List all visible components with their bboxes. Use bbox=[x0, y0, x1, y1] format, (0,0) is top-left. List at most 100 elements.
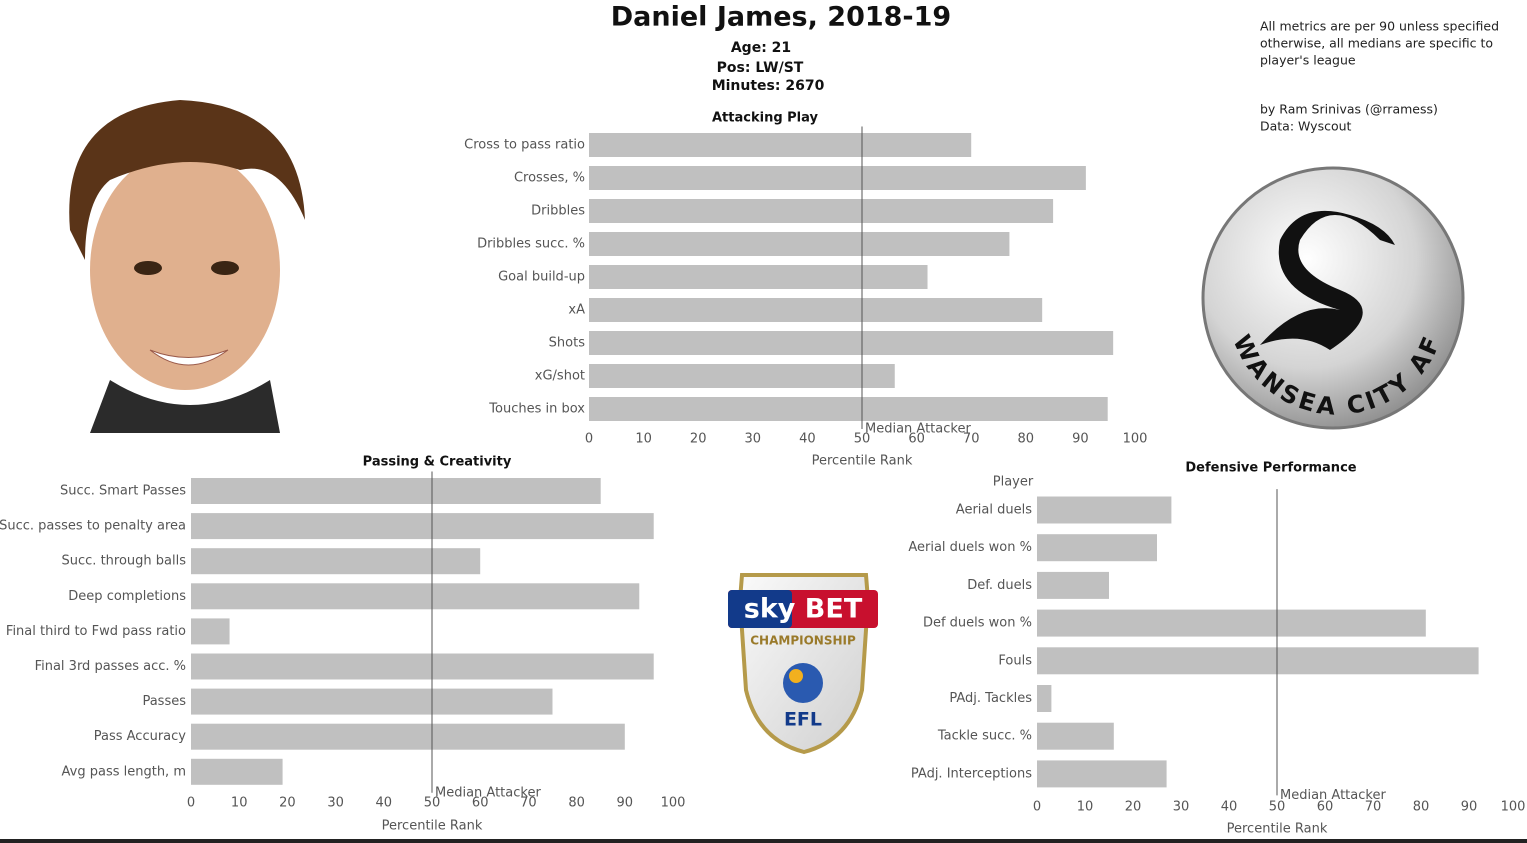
chart-title: Passing & Creativity bbox=[363, 455, 512, 470]
x-tick-label: 100 bbox=[1123, 432, 1148, 447]
x-tick-label: 100 bbox=[1501, 800, 1526, 815]
bar bbox=[191, 758, 283, 785]
x-tick-label: 40 bbox=[1221, 800, 1238, 815]
note-line: otherwise, all medians are specific to bbox=[1260, 36, 1493, 51]
x-tick-label: 70 bbox=[520, 796, 537, 811]
bar bbox=[191, 548, 481, 575]
player-age: Age: 21 bbox=[731, 40, 791, 56]
x-tick-label: 50 bbox=[854, 432, 871, 447]
category-label: Goal build-up bbox=[498, 270, 585, 285]
category-label: Dribbles succ. % bbox=[477, 237, 585, 252]
x-tick-label: 30 bbox=[745, 432, 762, 447]
x-tick-label: 70 bbox=[1365, 800, 1382, 815]
bar bbox=[1037, 571, 1109, 599]
x-tick-label: 0 bbox=[1033, 800, 1041, 815]
category-label: Cross to pass ratio bbox=[464, 138, 585, 153]
category-label: Aerial duels bbox=[956, 503, 1032, 518]
category-label: Dribbles bbox=[531, 204, 585, 219]
category-label: Aerial duels won % bbox=[908, 540, 1032, 555]
category-label: Fouls bbox=[998, 653, 1032, 668]
category-label: Def duels won % bbox=[923, 616, 1032, 631]
category-label: Pass Accuracy bbox=[94, 729, 187, 744]
chart-title: Defensive Performance bbox=[1185, 461, 1356, 476]
bottom-border bbox=[0, 839, 1527, 843]
median-label: Median Attacker bbox=[1280, 788, 1386, 803]
x-tick-label: 90 bbox=[1072, 432, 1089, 447]
bar bbox=[589, 199, 1054, 223]
league-badge-text: sky BET bbox=[744, 594, 863, 625]
x-tick-label: 80 bbox=[568, 796, 585, 811]
x-tick-label: 10 bbox=[635, 432, 652, 447]
chart-title: Attacking Play bbox=[712, 111, 819, 126]
bar bbox=[1037, 609, 1426, 637]
data-source: Data: Wyscout bbox=[1260, 119, 1352, 134]
category-label: Succ. through balls bbox=[62, 554, 187, 569]
player-minutes: Minutes: 2670 bbox=[712, 78, 825, 94]
x-axis-label: Percentile Rank bbox=[382, 819, 483, 834]
bar bbox=[589, 298, 1043, 322]
player-photo bbox=[69, 100, 305, 433]
note-line: player's league bbox=[1260, 53, 1356, 68]
category-label: xA bbox=[568, 303, 585, 318]
category-label: Final 3rd passes acc. % bbox=[35, 659, 186, 674]
x-tick-label: 40 bbox=[799, 432, 816, 447]
median-label: Median Attacker bbox=[435, 785, 541, 800]
bar bbox=[191, 688, 553, 715]
x-tick-label: 80 bbox=[1413, 800, 1430, 815]
x-tick-label: 20 bbox=[279, 796, 296, 811]
category-label: Succ. passes to penalty area bbox=[0, 519, 186, 534]
bar bbox=[589, 133, 972, 157]
bar bbox=[191, 478, 601, 504]
x-axis-label: Percentile Rank bbox=[1227, 822, 1328, 837]
x-tick-label: 60 bbox=[908, 432, 925, 447]
bar bbox=[1037, 534, 1157, 562]
x-tick-label: 60 bbox=[472, 796, 489, 811]
bar bbox=[589, 265, 928, 289]
x-tick-label: 50 bbox=[1269, 800, 1286, 815]
x-tick-label: 100 bbox=[661, 796, 686, 811]
category-label: xG/shot bbox=[535, 369, 585, 384]
category-label: Final third to Fwd pass ratio bbox=[6, 624, 186, 639]
category-label: Shots bbox=[549, 336, 586, 351]
league-badge: sky BET CHAMPIONSHIP EFL bbox=[728, 573, 878, 755]
bar bbox=[1037, 760, 1167, 788]
bar bbox=[589, 166, 1086, 190]
credit: by Ram Srinivas (@rramess) bbox=[1260, 102, 1438, 117]
legend-label: Player bbox=[993, 475, 1034, 490]
category-label: PAdj. Interceptions bbox=[911, 766, 1032, 781]
bar bbox=[589, 397, 1108, 421]
x-tick-label: 20 bbox=[690, 432, 707, 447]
category-label: PAdj. Tackles bbox=[949, 691, 1032, 706]
x-tick-label: 70 bbox=[963, 432, 980, 447]
category-label: Passes bbox=[142, 694, 186, 709]
bar bbox=[1037, 496, 1172, 524]
note-line: All metrics are per 90 unless specified bbox=[1260, 19, 1499, 34]
league-badge-text: CHAMPIONSHIP bbox=[750, 634, 856, 648]
x-tick-label: 30 bbox=[1173, 800, 1190, 815]
bar bbox=[589, 331, 1114, 355]
x-tick-label: 50 bbox=[424, 796, 441, 811]
bar bbox=[1037, 722, 1114, 750]
bar bbox=[589, 364, 895, 388]
x-tick-label: 30 bbox=[327, 796, 344, 811]
x-tick-label: 80 bbox=[1018, 432, 1035, 447]
category-label: Avg pass length, m bbox=[62, 764, 186, 779]
x-tick-label: 90 bbox=[1461, 800, 1478, 815]
category-label: Succ. Smart Passes bbox=[60, 484, 186, 499]
bar bbox=[191, 513, 654, 540]
player-position: Pos: LW/ST bbox=[717, 60, 804, 76]
x-tick-label: 90 bbox=[617, 796, 634, 811]
bar bbox=[1037, 647, 1479, 675]
median-label: Median Attacker bbox=[865, 422, 971, 437]
x-tick-label: 0 bbox=[585, 432, 593, 447]
category-label: Crosses, % bbox=[514, 171, 585, 186]
category-label: Deep completions bbox=[68, 589, 186, 604]
league-badge-text: EFL bbox=[784, 709, 822, 731]
x-tick-label: 10 bbox=[1077, 800, 1094, 815]
bar bbox=[191, 618, 230, 645]
x-axis-label: Percentile Rank bbox=[812, 454, 913, 469]
bar bbox=[191, 653, 654, 680]
bar bbox=[589, 232, 1010, 256]
bar bbox=[191, 723, 625, 750]
x-tick-label: 40 bbox=[376, 796, 393, 811]
